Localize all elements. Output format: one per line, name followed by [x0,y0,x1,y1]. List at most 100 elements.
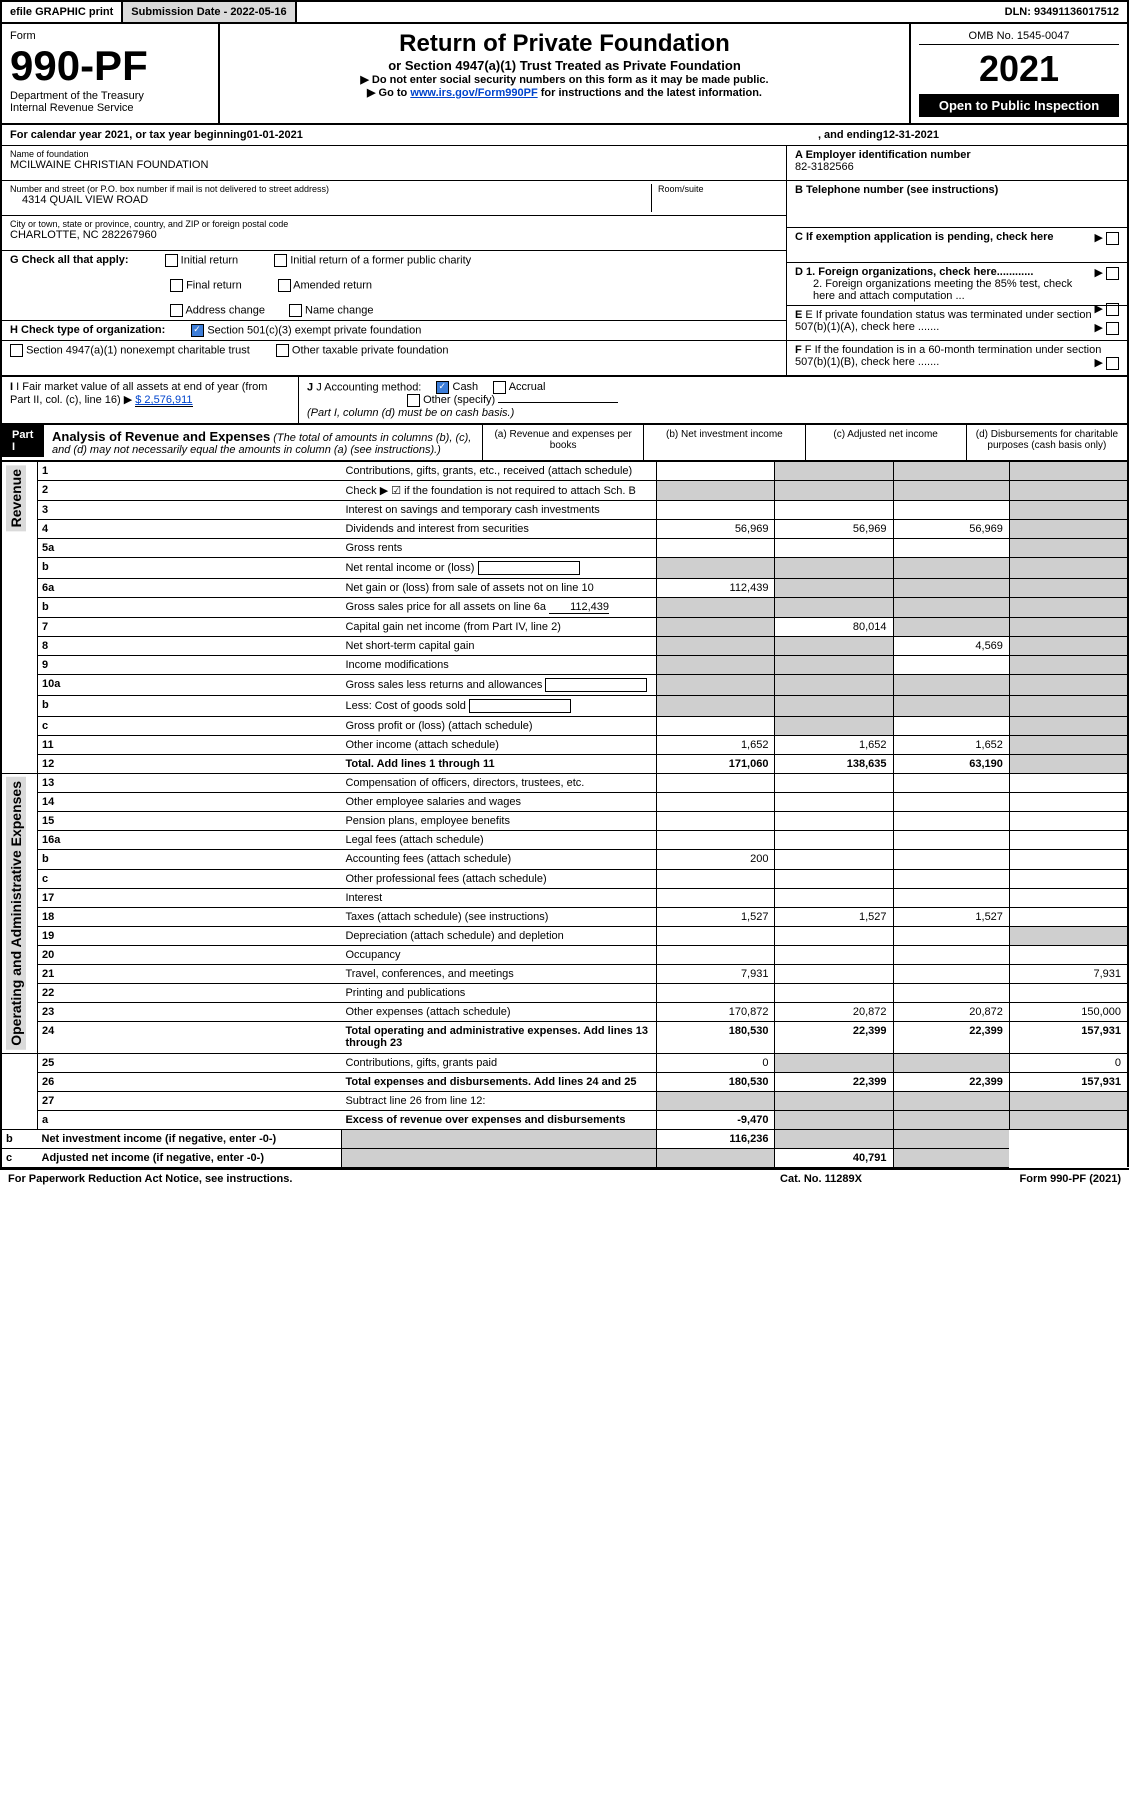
cell-a [657,618,775,637]
cell-a [657,888,775,907]
col-a-hdr: (a) Revenue and expenses per books [482,425,643,460]
h-other-tax: Other taxable private foundation [292,344,449,356]
g-amended-check[interactable] [278,279,291,292]
line-desc: Legal fees (attach schedule) [341,831,656,850]
cell-a [657,984,775,1003]
h-4947-check[interactable] [10,344,23,357]
col-b-hdr: (b) Net investment income [643,425,804,460]
j-accrual-check[interactable] [493,381,506,394]
cell-a [657,462,775,481]
line-number: 18 [38,907,342,926]
e-check[interactable] [1106,322,1119,335]
line-number: 20 [38,945,342,964]
c-check[interactable] [1106,232,1119,245]
h-4947: Section 4947(a)(1) nonexempt charitable … [26,344,250,356]
cell-a [341,1148,656,1167]
f-check[interactable] [1106,357,1119,370]
g-address-check[interactable] [170,304,183,317]
g-initial-check[interactable] [165,254,178,267]
d1-check[interactable] [1106,267,1119,280]
cell-a: 180,530 [657,1022,775,1053]
cell-b [775,501,893,520]
line-desc: Accounting fees (attach schedule) [341,850,656,869]
cell-d [1009,907,1128,926]
j-other-check[interactable] [407,394,420,407]
ein: 82-3182566 [795,161,854,173]
line-desc: Other expenses (attach schedule) [341,1003,656,1022]
d2-check[interactable] [1106,303,1119,316]
cell-b [775,831,893,850]
g-name-check[interactable] [289,304,302,317]
cell-a [657,696,775,717]
line-number: 21 [38,965,342,984]
header-left: Form 990-PF Department of the Treasury I… [2,24,220,123]
cell-c [893,618,1009,637]
g-final-check[interactable] [170,279,183,292]
cell-d [1009,1091,1128,1110]
line-desc: Other employee salaries and wages [341,793,656,812]
cell-c [893,945,1009,964]
entity-left: Name of foundation MCILWAINE CHRISTIAN F… [2,146,786,375]
cell-a [657,675,775,696]
line-desc: Interest on savings and temporary cash i… [341,501,656,520]
j-cash-check[interactable] [436,381,449,394]
h-other-check[interactable] [276,344,289,357]
h-501-check[interactable] [191,324,204,337]
line-number: 1 [38,462,342,481]
cell-b [775,1110,893,1129]
line-number: 8 [38,637,342,656]
line-desc: Travel, conferences, and meetings [341,965,656,984]
city-row: City or town, state or province, country… [2,216,786,251]
cell-c [893,1091,1009,1110]
line-desc: Income modifications [341,656,656,675]
cell-d [1009,637,1128,656]
form-link[interactable]: www.irs.gov/Form990PF [410,87,537,99]
cell-c [893,656,1009,675]
cell-b [775,696,893,717]
cell-c [893,869,1009,888]
cell-a [657,539,775,558]
cell-d [1009,481,1128,501]
a-row: A Employer identification number 82-3182… [787,146,1127,181]
ij-row: I I Fair market value of all assets at e… [0,377,1129,425]
cell-c: 4,569 [893,637,1009,656]
cell-a: -9,470 [657,1110,775,1129]
cell-b: 56,969 [775,520,893,539]
line-desc: Excess of revenue over expenses and disb… [341,1110,656,1129]
form-number: 990-PF [10,42,210,90]
line-number: 6a [38,579,342,598]
line-number: c [1,1148,38,1167]
cell-b: 1,652 [775,736,893,755]
line-number: 4 [38,520,342,539]
cell-b [775,888,893,907]
cell-b: 20,872 [775,1003,893,1022]
line-number: b [38,598,342,618]
h-row2: Section 4947(a)(1) nonexempt charitable … [2,341,786,360]
cell-b: 22,399 [775,1022,893,1053]
cell-d [1009,831,1128,850]
g-name: Name change [305,304,374,316]
g-initial-former-check[interactable] [274,254,287,267]
line-desc: Net investment income (if negative, ente… [38,1129,342,1148]
line-number: a [38,1110,342,1129]
a-label: A Employer identification number [795,149,971,161]
b-label: B Telephone number (see instructions) [795,184,998,196]
cell-a [657,774,775,793]
line-number: c [38,717,342,736]
cell-a [657,869,775,888]
line-desc: Total operating and administrative expen… [341,1022,656,1053]
line-number: 24 [38,1022,342,1053]
cell-b [775,984,893,1003]
cell-b [775,717,893,736]
name-row: Name of foundation MCILWAINE CHRISTIAN F… [2,146,786,181]
footer-mid: Cat. No. 11289X [721,1173,921,1185]
j-note: (Part I, column (d) must be on cash basi… [307,407,514,419]
cell-b [775,637,893,656]
cell-c [893,579,1009,598]
line-desc: Interest [341,888,656,907]
g-final: Final return [186,279,242,291]
line-number: 22 [38,984,342,1003]
cell-b [775,812,893,831]
cell-c [893,598,1009,618]
cell-d [893,1148,1009,1167]
